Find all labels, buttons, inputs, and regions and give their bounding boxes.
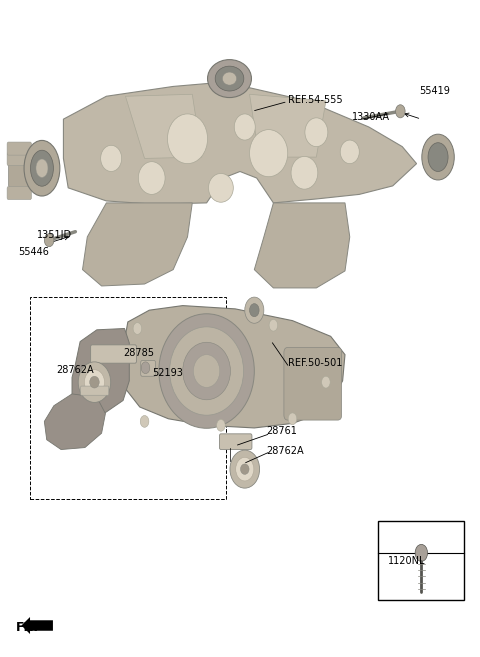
Ellipse shape [234,114,255,140]
Circle shape [322,376,330,388]
Text: 1351JD: 1351JD [37,230,72,240]
FancyBboxPatch shape [219,434,252,449]
FancyBboxPatch shape [7,142,32,155]
Circle shape [288,413,297,424]
Ellipse shape [183,342,230,400]
FancyBboxPatch shape [81,386,109,396]
FancyBboxPatch shape [284,348,342,420]
Ellipse shape [90,376,99,388]
Ellipse shape [31,150,53,186]
Ellipse shape [78,362,111,403]
Text: 28761: 28761 [266,426,297,436]
Ellipse shape [36,159,48,177]
Ellipse shape [207,60,252,97]
Text: REF.54-555: REF.54-555 [288,95,342,105]
Ellipse shape [236,457,254,481]
FancyBboxPatch shape [91,345,136,363]
Ellipse shape [428,143,448,171]
Ellipse shape [24,141,60,196]
PathPatch shape [63,83,417,204]
Circle shape [216,419,225,431]
Text: 52193: 52193 [152,368,182,378]
Ellipse shape [240,464,249,474]
Text: 1120NL: 1120NL [388,556,425,566]
Ellipse shape [340,140,360,164]
Text: 1330AA: 1330AA [352,112,390,122]
Ellipse shape [230,450,260,488]
FancyBboxPatch shape [7,152,32,166]
Ellipse shape [208,173,233,202]
PathPatch shape [254,203,350,288]
FancyBboxPatch shape [7,187,32,200]
PathPatch shape [123,306,345,428]
Text: FR.: FR. [16,621,39,634]
PathPatch shape [44,394,106,449]
Bar [30,297,226,499]
Circle shape [415,545,428,561]
Text: 28762A: 28762A [266,446,304,456]
Text: 55419: 55419 [419,86,450,97]
Ellipse shape [291,156,318,189]
Ellipse shape [84,370,105,395]
Circle shape [140,415,149,427]
Circle shape [250,304,259,317]
Ellipse shape [422,134,454,180]
Circle shape [396,104,405,118]
Ellipse shape [101,145,121,171]
PathPatch shape [125,95,202,158]
PathPatch shape [72,328,129,413]
Bar [378,522,464,600]
Text: 28762A: 28762A [56,365,94,375]
Ellipse shape [159,314,254,428]
Circle shape [269,319,278,331]
Ellipse shape [305,118,328,147]
Text: 55446: 55446 [18,247,49,258]
Circle shape [245,297,264,323]
Text: REF.50-501: REF.50-501 [288,359,342,369]
Ellipse shape [215,66,244,91]
FancyArrow shape [22,617,53,634]
Text: 28785: 28785 [123,348,154,358]
PathPatch shape [83,203,192,286]
Ellipse shape [169,327,243,415]
Ellipse shape [222,72,237,85]
Circle shape [141,362,150,374]
PathPatch shape [250,95,326,157]
Circle shape [133,323,142,334]
Ellipse shape [168,114,207,164]
Ellipse shape [250,129,288,177]
FancyBboxPatch shape [9,160,42,188]
Circle shape [44,234,54,247]
Ellipse shape [193,355,220,388]
FancyBboxPatch shape [141,361,156,376]
Ellipse shape [138,162,165,194]
